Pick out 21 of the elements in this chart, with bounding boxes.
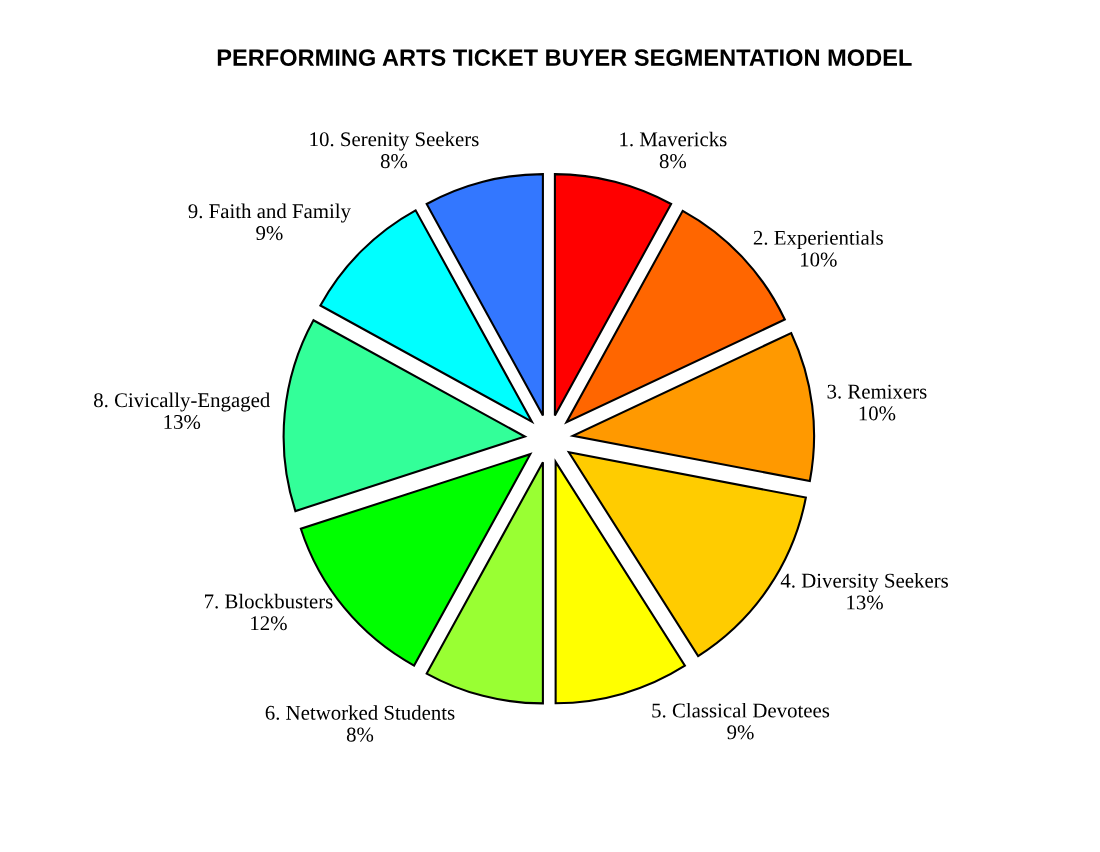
data-label: 10% xyxy=(859,406,896,421)
data-label: 8% xyxy=(380,154,408,169)
data-label: 8% xyxy=(659,154,687,169)
data-label: 10% xyxy=(801,252,837,267)
slice-label: 3. Remixers xyxy=(827,384,927,399)
slice-label: 8. Civically-Engaged xyxy=(94,392,271,412)
data-label: 12% xyxy=(251,616,287,631)
chart-title: PERFORMING ARTS TICKET BUYER SEGMENTATION MODEL xyxy=(217,49,912,66)
slice-label: 1. Mavericks xyxy=(620,131,727,147)
slice-label: 10. Serenity Seekers xyxy=(310,131,479,151)
slice-label: 7. Blockbusters xyxy=(205,593,333,609)
data-label: 9% xyxy=(256,226,283,241)
data-label: 8% xyxy=(346,727,374,742)
data-label: 13% xyxy=(164,414,201,430)
slice-label: 9. Faith and Family xyxy=(188,203,351,223)
slice-label: 6. Networked Students xyxy=(265,705,455,720)
slice-label: 5. Classical Devotees xyxy=(652,702,830,718)
data-label: 13% xyxy=(847,595,883,610)
slice-label: 4. Diversity Seekers xyxy=(780,573,948,592)
data-label: 9% xyxy=(727,725,754,740)
slice-label: 2. Experientials xyxy=(753,230,883,250)
